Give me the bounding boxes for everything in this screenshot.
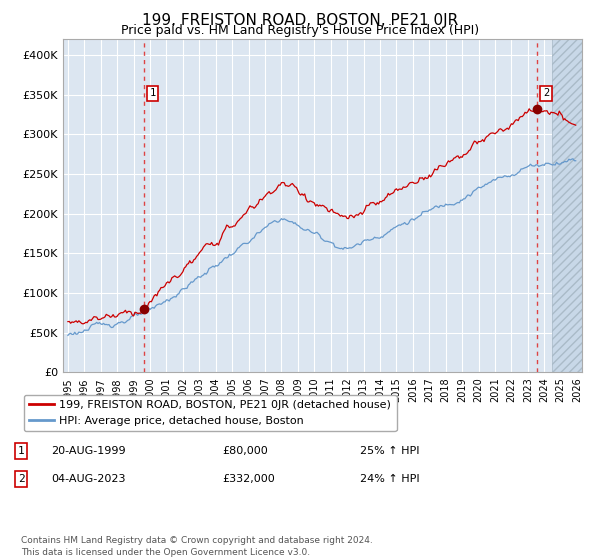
Text: £332,000: £332,000	[222, 474, 275, 484]
Text: 20-AUG-1999: 20-AUG-1999	[51, 446, 125, 456]
Text: 25% ↑ HPI: 25% ↑ HPI	[360, 446, 419, 456]
Text: 2: 2	[17, 474, 25, 484]
Bar	[553, 39, 582, 372]
Text: 2: 2	[543, 88, 550, 98]
Bar	[553, 39, 582, 372]
Text: 199, FREISTON ROAD, BOSTON, PE21 0JR: 199, FREISTON ROAD, BOSTON, PE21 0JR	[142, 13, 458, 28]
Text: Price paid vs. HM Land Registry's House Price Index (HPI): Price paid vs. HM Land Registry's House …	[121, 24, 479, 37]
Text: 1: 1	[149, 88, 156, 98]
Text: Contains HM Land Registry data © Crown copyright and database right 2024.
This d: Contains HM Land Registry data © Crown c…	[21, 536, 373, 557]
Legend: 199, FREISTON ROAD, BOSTON, PE21 0JR (detached house), HPI: Average price, detac: 199, FREISTON ROAD, BOSTON, PE21 0JR (de…	[23, 395, 397, 431]
Text: £80,000: £80,000	[222, 446, 268, 456]
Text: 1: 1	[17, 446, 25, 456]
Text: 24% ↑ HPI: 24% ↑ HPI	[360, 474, 419, 484]
Text: 04-AUG-2023: 04-AUG-2023	[51, 474, 125, 484]
